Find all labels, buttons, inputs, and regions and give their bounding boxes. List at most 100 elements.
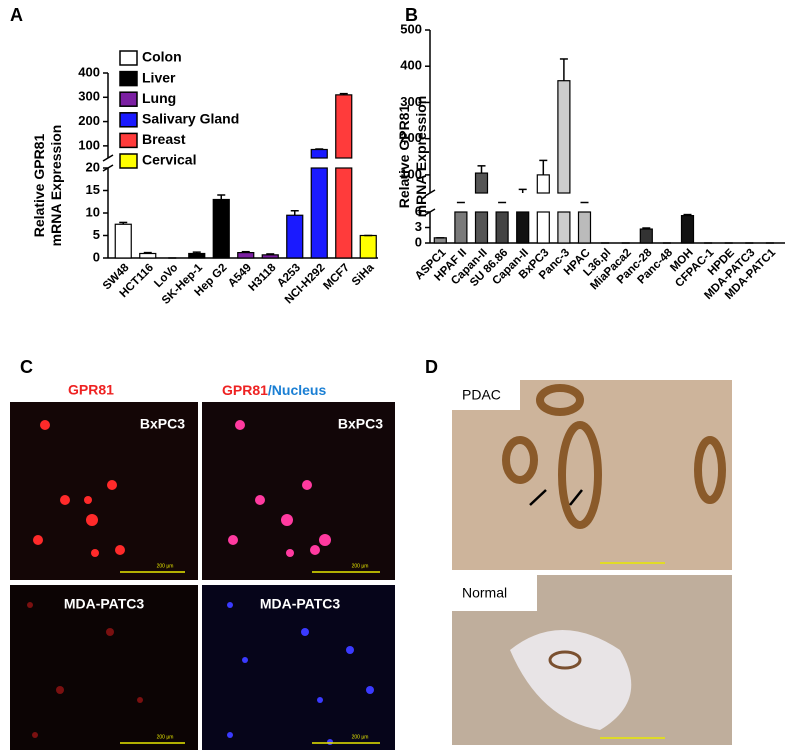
label-box: [452, 380, 520, 410]
scale-bars: [600, 562, 665, 739]
bar-lower: [310, 167, 328, 259]
image-label: Normal: [462, 585, 507, 601]
micrograph: [202, 402, 395, 580]
cell-label: MDA-PATC3: [64, 596, 145, 612]
lumen: [510, 630, 632, 730]
bar-lower: [454, 211, 468, 244]
bar: [286, 214, 304, 259]
y-tick-label: 400: [400, 58, 422, 73]
bar-lower: [495, 211, 509, 244]
scale-label: 200 µm: [157, 734, 174, 740]
y-tick-label: 15: [86, 182, 100, 197]
bar-lower: [335, 167, 353, 259]
ducts: [502, 384, 726, 529]
label-box: [452, 575, 537, 611]
y-tick-label: 20: [86, 159, 100, 174]
scale-label: 200 µm: [157, 563, 174, 569]
bar-upper: [557, 80, 571, 194]
arrows: [529, 489, 583, 506]
micrograph: [452, 380, 732, 570]
legend-swatch: [119, 50, 138, 66]
header-part: GPR81: [222, 382, 268, 398]
bar: [139, 252, 157, 259]
bar: [212, 198, 230, 259]
y-tick-label: 400: [78, 64, 100, 79]
legend-label: Colon: [142, 49, 182, 65]
panel-c: [10, 402, 395, 750]
bar-upper: [536, 174, 550, 194]
legend-label: Liver: [142, 69, 176, 85]
y-tick-label: 100: [78, 137, 100, 152]
panel-d: [452, 380, 732, 745]
legend-swatch: [119, 132, 138, 149]
y-tick-label: 5: [93, 227, 100, 242]
x-tick-label: MCF7: [321, 262, 352, 293]
legend-label: Cervical: [142, 152, 196, 168]
column-header: GPR81/Nucleus: [222, 382, 326, 398]
y-axis-label: Relative GPR81mRNA Expression: [31, 125, 64, 247]
bar: [433, 237, 447, 244]
bar: [639, 228, 653, 244]
bar-lower: [577, 211, 592, 244]
bar-upper: [310, 148, 328, 159]
bar: [237, 252, 255, 259]
scale-bars: [120, 571, 380, 744]
y-tick-label: 300: [400, 94, 422, 109]
y-tick-label: 300: [78, 89, 100, 104]
bar-lower: [516, 211, 530, 244]
y-tick-label: 200: [78, 113, 100, 128]
y-axis-label-line: mRNA Expression: [48, 125, 64, 247]
scale-label: 200 µm: [352, 563, 369, 569]
bar-lower: [536, 211, 550, 244]
axis-break: [424, 189, 436, 197]
y-axis-label-line: Relative GPR81: [31, 134, 47, 238]
y-tick-label: 6: [415, 203, 422, 218]
y-axis-label-line: mRNA Expression: [413, 96, 429, 218]
y-axis-label-line: Relative GPR81: [396, 105, 412, 209]
y-tick-label: 100: [400, 166, 422, 181]
bar-lower: [474, 211, 489, 244]
bar: [261, 254, 279, 259]
cell-label: BxPC3: [140, 416, 185, 432]
y-tick-label: 0: [93, 249, 100, 264]
micrograph: [10, 585, 198, 750]
cell-label: MDA-PATC3: [260, 596, 341, 612]
cells: [228, 420, 331, 557]
y-tick-label: 200: [400, 130, 422, 145]
bar: [114, 223, 132, 259]
scale-label: 200 µm: [352, 734, 369, 740]
panel-label: C: [20, 357, 33, 377]
axis-break: [102, 154, 114, 162]
legend-label: Salivary Gland: [142, 111, 239, 127]
x-tick-label: SiHa: [350, 261, 377, 288]
y-tick-label: 10: [86, 204, 100, 219]
bar-upper: [335, 94, 353, 159]
cells: [33, 420, 125, 557]
x-tick-label: H3118: [247, 261, 279, 293]
cells: [27, 602, 143, 738]
panel-label: A: [10, 5, 23, 25]
y-tick-label: 500: [400, 21, 422, 36]
legend-swatch: [119, 153, 138, 169]
duct: [548, 650, 582, 670]
panel-label: D: [425, 357, 438, 377]
cell-label: BxPC3: [338, 416, 383, 432]
panel-label: B: [405, 5, 418, 25]
legend-label: Lung: [142, 90, 176, 106]
header-part: /Nucleus: [268, 382, 327, 398]
image-label: PDAC: [462, 387, 501, 403]
legend-swatch: [119, 91, 138, 107]
y-tick-label: 3: [415, 219, 422, 234]
y-axis-label: Relative GPR81mRNA Expression: [396, 96, 429, 218]
column-header: GPR81: [68, 382, 114, 398]
micrograph: [202, 585, 395, 750]
legend-label: Breast: [142, 131, 186, 147]
bar: [188, 252, 206, 259]
y-tick-label: 0: [415, 234, 422, 249]
legend-swatch: [119, 112, 138, 128]
bar-upper: [474, 172, 489, 194]
bar: [680, 215, 695, 244]
micrograph: [10, 402, 198, 580]
bar-lower: [557, 211, 571, 244]
